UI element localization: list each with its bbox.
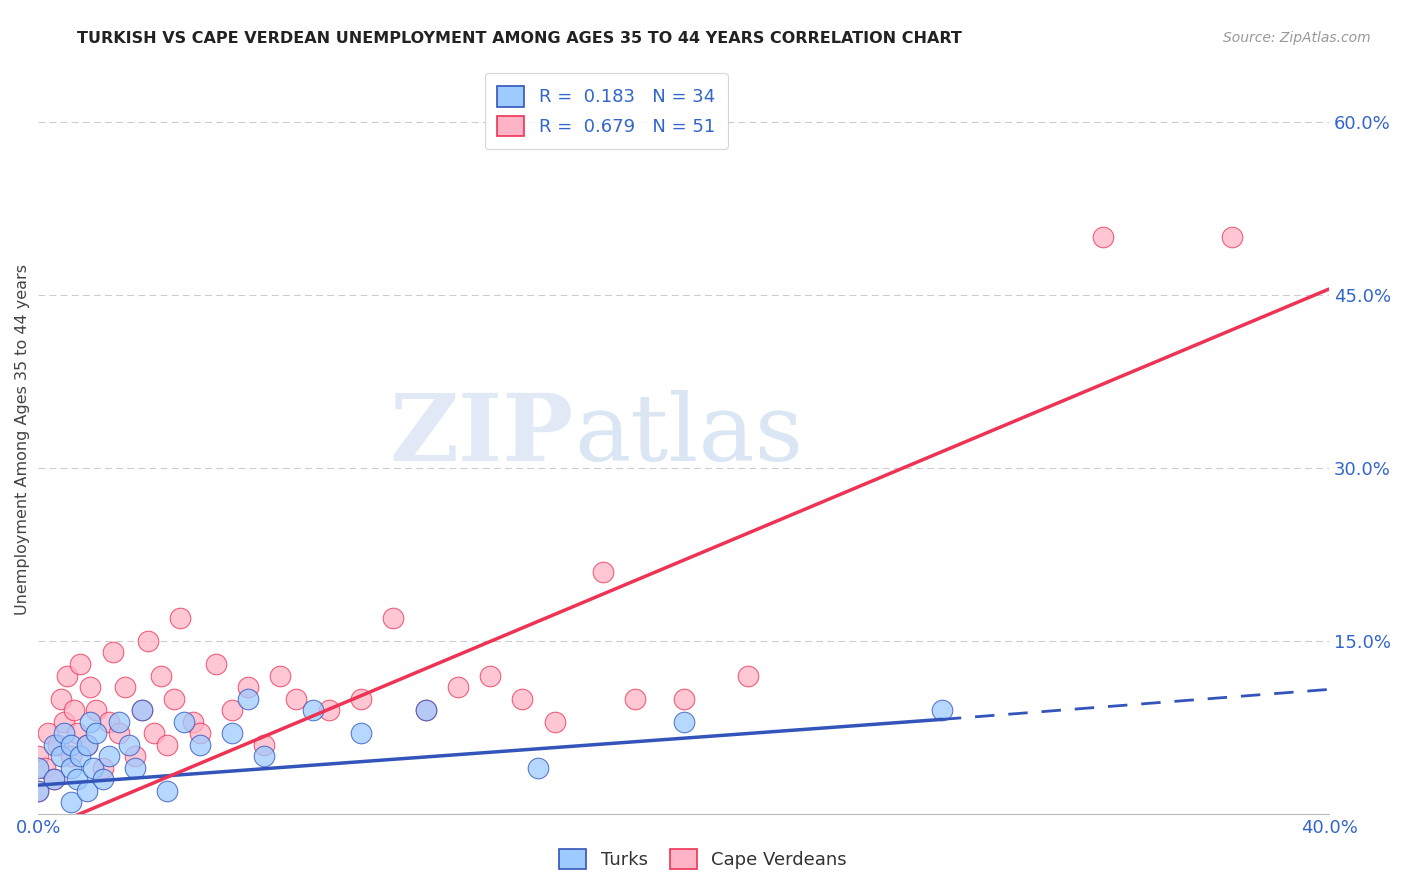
Point bbox=[46, 738, 69, 752]
Point bbox=[76, 738, 98, 752]
Point bbox=[169, 611, 191, 625]
Text: atlas: atlas bbox=[574, 391, 803, 480]
Point bbox=[27, 749, 49, 764]
Point bbox=[253, 749, 276, 764]
Point bbox=[156, 784, 179, 798]
Point bbox=[382, 611, 405, 625]
Point bbox=[79, 714, 101, 729]
Point bbox=[269, 668, 291, 682]
Point bbox=[53, 726, 76, 740]
Point bbox=[143, 726, 166, 740]
Point bbox=[59, 761, 82, 775]
Point bbox=[1220, 230, 1243, 244]
Point bbox=[350, 691, 373, 706]
Point bbox=[44, 772, 66, 787]
Point bbox=[318, 703, 340, 717]
Point bbox=[66, 726, 89, 740]
Point bbox=[49, 691, 72, 706]
Point bbox=[86, 726, 108, 740]
Point bbox=[76, 738, 98, 752]
Point bbox=[69, 657, 91, 671]
Point bbox=[79, 680, 101, 694]
Point bbox=[101, 645, 124, 659]
Point bbox=[131, 703, 153, 717]
Point bbox=[931, 703, 953, 717]
Point bbox=[236, 691, 259, 706]
Point bbox=[91, 772, 114, 787]
Point bbox=[44, 772, 66, 787]
Point bbox=[301, 703, 323, 717]
Point bbox=[59, 796, 82, 810]
Point bbox=[114, 680, 136, 694]
Point bbox=[98, 714, 121, 729]
Point bbox=[512, 691, 534, 706]
Legend: R =  0.183   N = 34, R =  0.679   N = 51: R = 0.183 N = 34, R = 0.679 N = 51 bbox=[485, 73, 728, 149]
Point bbox=[27, 784, 49, 798]
Point bbox=[59, 738, 82, 752]
Point bbox=[98, 749, 121, 764]
Point bbox=[188, 738, 211, 752]
Point bbox=[285, 691, 308, 706]
Point bbox=[415, 703, 437, 717]
Point bbox=[672, 691, 695, 706]
Point bbox=[415, 703, 437, 717]
Point bbox=[479, 668, 502, 682]
Point bbox=[82, 761, 104, 775]
Point bbox=[350, 726, 373, 740]
Point bbox=[37, 726, 59, 740]
Point bbox=[253, 738, 276, 752]
Point bbox=[49, 749, 72, 764]
Point bbox=[63, 703, 86, 717]
Point bbox=[27, 761, 49, 775]
Text: ZIP: ZIP bbox=[389, 391, 574, 480]
Point bbox=[173, 714, 195, 729]
Point bbox=[53, 714, 76, 729]
Point bbox=[188, 726, 211, 740]
Legend: Turks, Cape Verdeans: Turks, Cape Verdeans bbox=[550, 839, 856, 879]
Y-axis label: Unemployment Among Ages 35 to 44 years: Unemployment Among Ages 35 to 44 years bbox=[15, 263, 30, 615]
Point bbox=[118, 738, 141, 752]
Point bbox=[527, 761, 550, 775]
Point bbox=[56, 668, 79, 682]
Point bbox=[86, 703, 108, 717]
Point bbox=[136, 634, 159, 648]
Point bbox=[672, 714, 695, 729]
Point bbox=[108, 714, 131, 729]
Point bbox=[69, 749, 91, 764]
Point bbox=[34, 761, 56, 775]
Point bbox=[543, 714, 565, 729]
Point bbox=[204, 657, 226, 671]
Point bbox=[76, 784, 98, 798]
Point bbox=[91, 761, 114, 775]
Text: TURKISH VS CAPE VERDEAN UNEMPLOYMENT AMONG AGES 35 TO 44 YEARS CORRELATION CHART: TURKISH VS CAPE VERDEAN UNEMPLOYMENT AMO… bbox=[77, 31, 962, 46]
Point bbox=[59, 749, 82, 764]
Point bbox=[181, 714, 204, 729]
Point bbox=[44, 738, 66, 752]
Point bbox=[27, 784, 49, 798]
Point bbox=[66, 772, 89, 787]
Point bbox=[236, 680, 259, 694]
Point bbox=[1092, 230, 1115, 244]
Point bbox=[163, 691, 186, 706]
Point bbox=[149, 668, 172, 682]
Point bbox=[124, 761, 146, 775]
Point bbox=[108, 726, 131, 740]
Text: Source: ZipAtlas.com: Source: ZipAtlas.com bbox=[1223, 31, 1371, 45]
Point bbox=[156, 738, 179, 752]
Point bbox=[737, 668, 759, 682]
Point bbox=[124, 749, 146, 764]
Point bbox=[221, 703, 243, 717]
Point bbox=[447, 680, 470, 694]
Point bbox=[131, 703, 153, 717]
Point bbox=[592, 565, 614, 579]
Point bbox=[624, 691, 647, 706]
Point bbox=[221, 726, 243, 740]
